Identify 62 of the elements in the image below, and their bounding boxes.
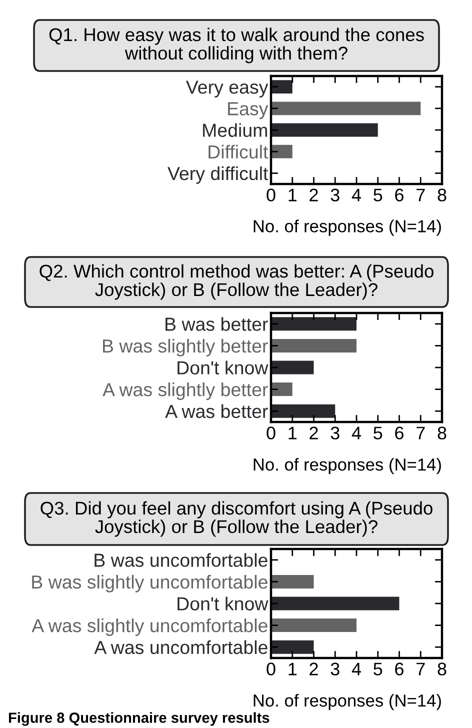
caption: Figure 8 Questionnaire survey results <box>8 712 270 726</box>
y-tick-label: A was slightly better <box>102 382 268 400</box>
x-tick-label: 5 <box>374 188 382 202</box>
y-tick-label: A was better <box>165 404 268 418</box>
x-tick-label: 2 <box>310 188 318 202</box>
bar <box>271 317 356 331</box>
x-tick-label: 0 <box>266 188 276 202</box>
bar <box>271 338 356 352</box>
y-tick-label: Medium <box>203 123 267 137</box>
y-tick-label: Easy <box>228 102 268 120</box>
y-tick-label: A was slightly uncomfortable <box>32 618 268 636</box>
bar <box>271 80 292 94</box>
x-tick-label: 3 <box>330 188 340 202</box>
x-tick-label: 0 <box>266 426 276 440</box>
bar <box>271 382 292 396</box>
x-tick-label: 0 <box>266 662 276 676</box>
y-tick-label: Don't know <box>178 360 268 374</box>
bar <box>271 618 356 632</box>
chart-title: Q3. Did you feel any discomfort using A (Pseudo Joystick) or B (Follow the Leader)? <box>40 501 432 537</box>
x-tick-label: 3 <box>330 426 340 440</box>
bar <box>271 123 378 137</box>
x-tick-label: 4 <box>352 188 361 202</box>
x-tick-label: 7 <box>416 188 425 202</box>
y-tick-label: B was better <box>166 317 268 331</box>
y-tick-label: B was slightly uncomfortable <box>32 574 268 592</box>
y-tick-label: A was uncomfortable <box>94 640 268 654</box>
bar <box>271 360 314 374</box>
x-tick-label: 8 <box>438 188 446 202</box>
y-tick-label: B was uncomfortable <box>94 553 268 567</box>
y-tick-label: B was slightly better <box>103 338 268 356</box>
x-axis-title: No. of responses (N=14) <box>254 694 441 710</box>
x-tick-label: 2 <box>310 426 318 440</box>
x-tick-label: 4 <box>352 426 361 440</box>
x-tick-label: 6 <box>395 426 404 440</box>
y-tick-label: Very easy <box>186 80 268 98</box>
x-tick-label: 3 <box>330 662 340 676</box>
y-tick-label: Very difficult <box>168 166 268 184</box>
x-tick-label: 6 <box>395 188 404 202</box>
x-tick-label: 4 <box>352 662 361 676</box>
x-tick-label: 1 <box>288 188 297 202</box>
bar <box>271 144 292 158</box>
x-tick-label: 5 <box>374 426 382 440</box>
x-tick-label: 7 <box>416 426 425 440</box>
y-tick-label: Difficult <box>208 144 268 159</box>
x-tick-label: 8 <box>438 662 446 676</box>
chart-title: Q2. Which control method was better: A (Pseudo Joystick) or B (Follow the Leader)? <box>40 264 434 300</box>
x-tick-label: 6 <box>395 662 404 676</box>
x-tick-label: 7 <box>416 662 425 676</box>
bar <box>271 404 336 418</box>
bar <box>271 640 314 654</box>
x-tick-label: 1 <box>288 426 297 440</box>
y-tick-label: Don't know <box>178 596 268 610</box>
bar <box>271 596 400 610</box>
x-axis-title: No. of responses (N=14) <box>254 458 441 474</box>
chart-title: Q1. How easy was it to walk around the cones without colliding with them? <box>49 28 424 64</box>
bar <box>271 574 314 588</box>
x-axis-title: No. of responses (N=14) <box>254 220 441 236</box>
x-tick-label: 8 <box>438 426 446 440</box>
x-tick-label: 5 <box>374 662 382 676</box>
x-tick-label: 1 <box>288 662 297 676</box>
bar <box>271 102 421 116</box>
x-tick-label: 2 <box>310 662 318 676</box>
